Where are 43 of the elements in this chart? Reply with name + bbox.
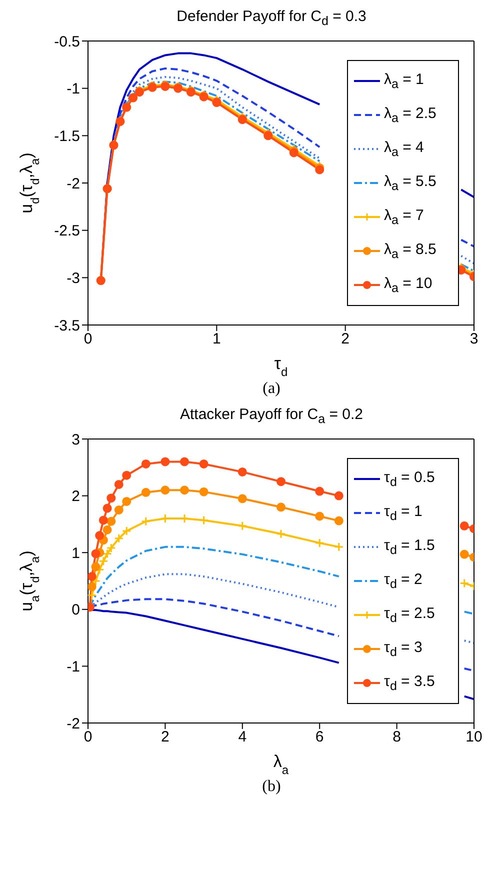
legend-label: τ$_{d}$ = 2 bbox=[384, 571, 422, 591]
legend-label: τ$_{d}$ = 1 bbox=[384, 503, 422, 523]
y-tick-label: 1 bbox=[72, 544, 80, 562]
x-tick-label: 10 bbox=[466, 728, 482, 746]
x-tick-label: 1 bbox=[212, 330, 221, 348]
y-tick-label: -3.5 bbox=[54, 317, 80, 334]
legend-label: τ$_{d}$ = 3.5 bbox=[384, 673, 435, 693]
legend-label: τ$_{d}$ = 2.5 bbox=[384, 605, 435, 625]
y-tick-label: -3 bbox=[66, 270, 80, 287]
x-tick-label: 6 bbox=[315, 728, 324, 746]
y-tick-label: -1 bbox=[66, 80, 80, 98]
text: (b) bbox=[262, 778, 281, 795]
legend-label: τ$_{d}$ = 1.5 bbox=[384, 537, 435, 557]
y-tick-label: 2 bbox=[72, 488, 80, 506]
legend-label: λ$_{a}$ = 2.5 bbox=[384, 105, 436, 125]
x-tick-label: 2 bbox=[161, 728, 170, 746]
x-tick-label: 0 bbox=[84, 728, 92, 746]
legend-label: λ$_{a}$ = 4 bbox=[384, 139, 424, 159]
y-tick-label: -2.5 bbox=[54, 222, 80, 240]
legend-label: λ$_{a}$ = 10 bbox=[384, 275, 432, 295]
legend-label: λ$_{a}$ = 5.5 bbox=[384, 173, 436, 193]
x-tick-label: 0 bbox=[84, 330, 92, 348]
x-tick-label: 2 bbox=[341, 330, 350, 348]
text: (a) bbox=[262, 380, 280, 397]
chart-title: Defender Payoff for C$_{d}$ = 0.3 bbox=[176, 8, 368, 30]
legend-label: λ$_{a}$ = 7 bbox=[384, 207, 424, 227]
x-tick-label: 3 bbox=[470, 330, 478, 348]
y-tick-label: -2 bbox=[66, 715, 80, 732]
y-tick-label: 0 bbox=[72, 602, 80, 619]
y-tick-label: -0.5 bbox=[54, 33, 80, 50]
x-axis-title: λ$_{a}$ bbox=[273, 752, 289, 777]
chart-title: Attacker Payoff for C$_{a}$ = 0.2 bbox=[178, 406, 364, 428]
legend-label: λ$_{a}$ = 8.5 bbox=[384, 241, 436, 261]
x-tick-label: 4 bbox=[238, 728, 247, 746]
legend-label: τ$_{d}$ = 0.5 bbox=[384, 469, 435, 489]
y-tick-label: 3 bbox=[72, 431, 80, 448]
y-tick-label: -2 bbox=[66, 175, 80, 192]
x-tick-label: 8 bbox=[392, 728, 401, 746]
legend-label: τ$_{d}$ = 3 bbox=[384, 639, 422, 659]
y-tick-label: -1 bbox=[66, 658, 80, 676]
legend-label: λ$_{a}$ = 1 bbox=[384, 71, 424, 91]
y-tick-label: -1.5 bbox=[54, 128, 80, 145]
x-axis-title: τ$_{d}$ bbox=[274, 354, 288, 379]
